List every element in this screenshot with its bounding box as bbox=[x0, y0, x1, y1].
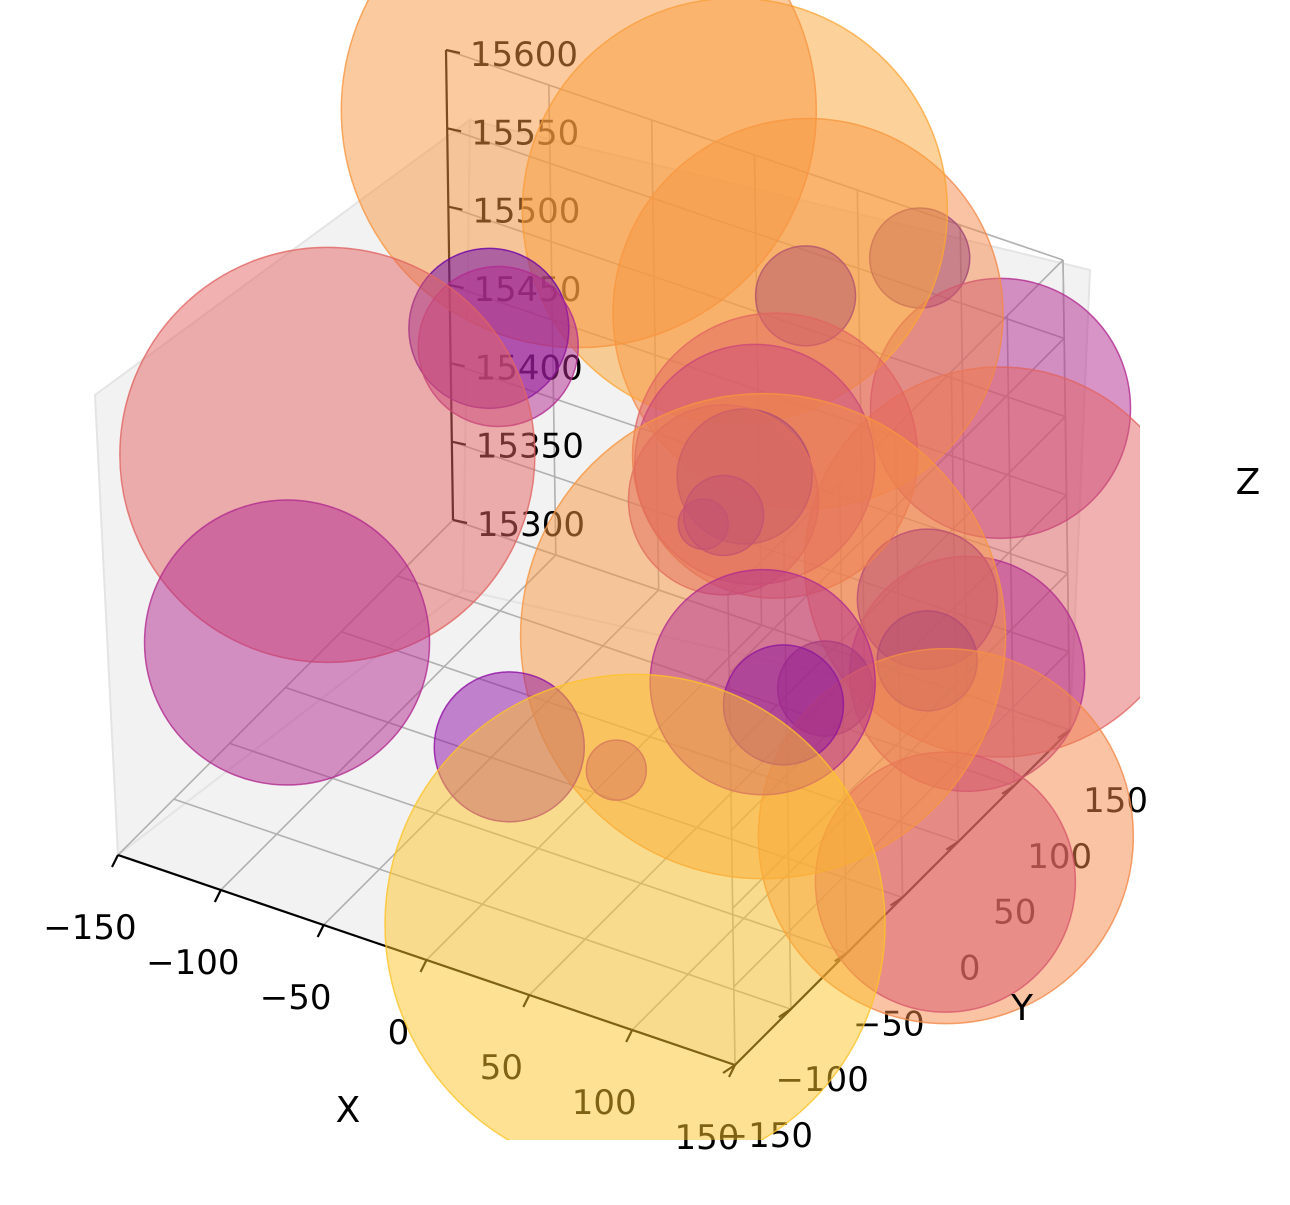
x-axis-label: X bbox=[336, 1090, 361, 1131]
x-tick-label: −50 bbox=[260, 978, 332, 1018]
x-tick bbox=[111, 854, 119, 868]
label-layer: X Y Z bbox=[336, 462, 1261, 1131]
y-axis-label: Y bbox=[1010, 988, 1034, 1029]
z-axis-label: Z bbox=[1236, 462, 1261, 503]
scatter-point bbox=[143, 499, 431, 786]
x-tick bbox=[316, 924, 325, 938]
x-tick-label: 0 bbox=[388, 1013, 410, 1053]
scatter-point bbox=[384, 673, 886, 1140]
x-tick-label: −150 bbox=[43, 908, 136, 948]
marker-layer bbox=[119, 0, 1140, 1140]
x-tick bbox=[213, 889, 222, 903]
x-tick-label: −100 bbox=[146, 943, 239, 983]
